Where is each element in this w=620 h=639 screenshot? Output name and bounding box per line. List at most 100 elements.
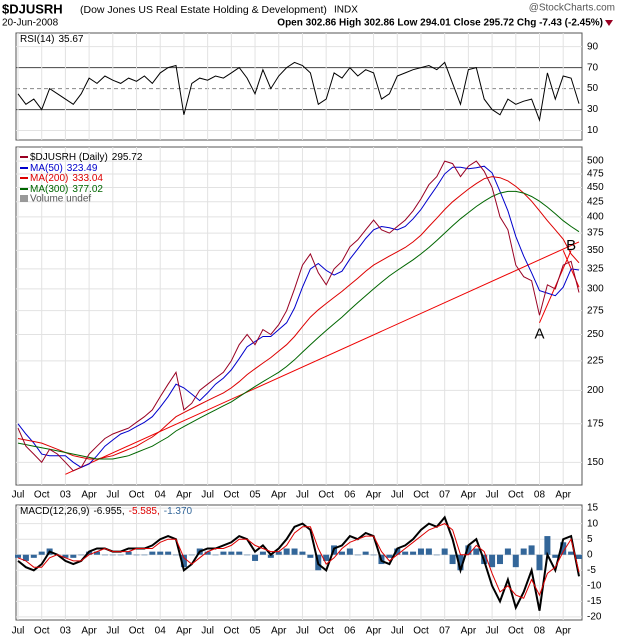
x-tick-label: Oct	[318, 490, 334, 501]
y-tick-label: 475	[587, 169, 604, 180]
histogram-bar	[125, 551, 132, 555]
x-tick-label: Jul	[106, 626, 119, 637]
histogram-bar	[133, 554, 140, 556]
mark-layer	[15, 61, 582, 611]
symbol: $DJUSRH	[2, 1, 63, 16]
x-tick-label: Jul	[391, 490, 404, 501]
histogram-bar	[141, 554, 148, 556]
histogram-bar	[283, 548, 290, 555]
histogram-bar	[236, 551, 243, 555]
x-tick-label: 03	[60, 626, 72, 637]
y-tick-label: 500	[587, 156, 604, 167]
histogram-bar	[457, 554, 464, 571]
y-tick-label: 150	[587, 457, 604, 468]
legend-entry: MA(50) 323.49	[30, 163, 98, 174]
y-tick-label: 10	[587, 518, 599, 529]
series-line	[17, 190, 580, 460]
histogram-bar	[410, 551, 417, 555]
histogram-bar	[370, 554, 377, 556]
macd-title: MACD(12,26,9) -6.955, -5.585, -1.370	[20, 506, 193, 517]
histogram-bar	[252, 554, 259, 561]
histogram-bar	[441, 548, 448, 555]
histogram-bar	[86, 551, 93, 555]
legend-name: MA(50)	[30, 163, 63, 174]
legend-swatch	[20, 195, 28, 202]
annotation: A	[534, 325, 544, 342]
histogram-bar	[528, 545, 535, 555]
rsi-frame	[15, 32, 583, 141]
macd-value: -5.585	[129, 506, 158, 517]
x-tick-label: Oct	[413, 490, 429, 501]
histogram-bar	[346, 548, 353, 555]
y-tick-label: 30	[587, 104, 599, 115]
histogram-bar	[259, 551, 266, 555]
x-tick-label: 04	[155, 490, 167, 501]
histogram-bar	[267, 554, 274, 558]
histogram-bar	[30, 554, 37, 558]
x-tick-label: 08	[534, 490, 546, 501]
legend-name: RSI(14)	[20, 34, 54, 45]
volume-legend: Volume undef	[30, 194, 91, 205]
histogram-bar	[512, 554, 519, 568]
y-tick-label: 375	[587, 228, 604, 239]
x-tick-label: Apr	[366, 490, 382, 501]
annotation: B	[566, 237, 576, 254]
histogram-bar	[204, 551, 211, 555]
x-tick-label: Jul	[201, 626, 214, 637]
y-tick-label: 350	[587, 245, 604, 256]
histogram-bar	[62, 554, 69, 558]
x-tick-label: Jul	[391, 626, 404, 637]
histogram-bar	[117, 554, 124, 556]
legend-value: 35.67	[58, 34, 83, 45]
down-arrow	[605, 20, 613, 26]
y-tick-label: 450	[587, 182, 604, 193]
y-tick-label: -20	[587, 612, 602, 623]
y-tick-label: 425	[587, 196, 604, 207]
histogram-bar	[560, 542, 567, 555]
macd-name: MACD(12,26,9)	[20, 506, 89, 517]
histogram-bar	[417, 548, 424, 555]
x-tick-label: 07	[439, 490, 451, 501]
x-tick-label: Jul	[201, 490, 214, 501]
legend-value: 377.02	[72, 184, 103, 195]
histogram-bar	[38, 551, 45, 555]
histogram-bar	[307, 554, 314, 558]
x-tick-label: Oct	[508, 626, 524, 637]
histogram-bar	[386, 554, 393, 558]
x-tick-label: Apr	[461, 626, 477, 637]
histogram-bar	[275, 551, 282, 555]
series-line	[17, 165, 580, 468]
x-tick-label: Oct	[413, 626, 429, 637]
credit: @StockCharts.com	[529, 3, 615, 14]
x-tick-label: Apr	[555, 490, 571, 501]
histogram-bar	[362, 551, 369, 555]
histogram-bar	[433, 554, 440, 556]
security-name: (Dow Jones US Real Estate Holding & Deve…	[80, 4, 327, 16]
label-layer: 1030507090150175200225250275300325350375…	[12, 34, 605, 637]
exchange: INDX	[334, 5, 358, 16]
macd-value: -6.955	[93, 506, 122, 517]
histogram-bar	[473, 548, 480, 555]
x-tick-label: 08	[534, 626, 546, 637]
histogram-bar	[544, 536, 551, 555]
x-tick-label: Oct	[318, 626, 334, 637]
separator: ,	[157, 506, 160, 517]
quote: Open 302.86 High 302.86 Low 294.01 Close…	[277, 18, 603, 29]
histogram-bar	[323, 554, 330, 561]
x-tick-label: Jul	[486, 490, 499, 501]
histogram-bar	[299, 551, 306, 555]
trendline	[539, 250, 572, 323]
histogram-bar	[15, 554, 21, 558]
x-tick-label: Apr	[176, 490, 192, 501]
x-tick-label: 06	[344, 490, 356, 501]
histogram-bar	[449, 554, 456, 565]
y-tick-label: 10	[587, 125, 599, 136]
x-tick-label: Apr	[81, 626, 97, 637]
histogram-bar	[22, 554, 29, 561]
x-tick-label: Apr	[461, 490, 477, 501]
legend-name: MA(300)	[30, 184, 68, 195]
histogram-bar	[465, 545, 472, 555]
histogram-bar	[70, 554, 77, 558]
histogram-bar	[291, 548, 298, 555]
